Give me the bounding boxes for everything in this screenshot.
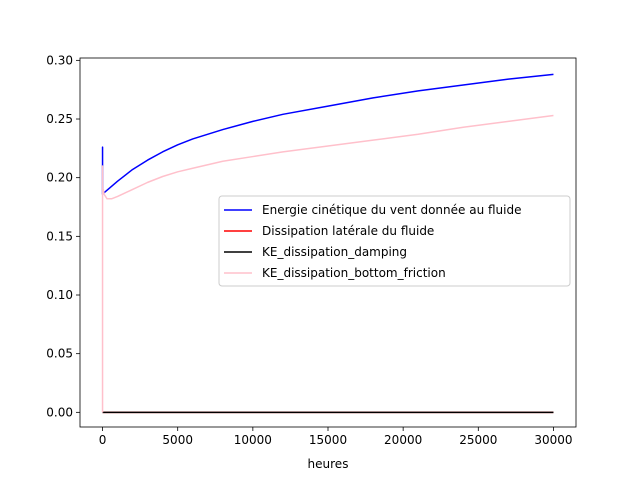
legend-label: Energie cinétique du vent donnée au flui… (262, 203, 522, 217)
x-tick-label: 30000 (534, 433, 572, 447)
x-axis-title: heures (308, 457, 349, 471)
legend-label: KE_dissipation_bottom_friction (262, 266, 446, 280)
x-tick-label: 20000 (384, 433, 422, 447)
x-tick-label: 5000 (162, 433, 193, 447)
y-tick-label: 0.30 (46, 53, 73, 67)
y-tick-label: 0.00 (46, 405, 73, 419)
x-tick-label: 15000 (309, 433, 347, 447)
y-tick-label: 0.15 (46, 229, 73, 243)
y-tick-label: 0.10 (46, 288, 73, 302)
series-layer (101, 73, 554, 414)
x-tick-label: 0 (99, 433, 107, 447)
x-tick-label: 10000 (234, 433, 272, 447)
y-tick-label: 0.25 (46, 112, 73, 126)
legend: Energie cinétique du vent donnée au flui… (218, 195, 571, 287)
series-line-1 (101, 73, 554, 195)
y-tick-label: 0.20 (46, 171, 73, 185)
legend-box (218, 195, 571, 287)
axes-layer: 0 5000 10000 15000 20000 25000 30000 0.00 0.05 0.… (46, 53, 577, 447)
legend-label: Dissipation latérale du fluide (262, 224, 434, 238)
series-line-4 (101, 114, 554, 413)
legend-label: KE_dissipation_damping (262, 245, 407, 259)
y-tick-label: 0.05 (46, 347, 73, 361)
x-tick-label: 25000 (459, 433, 497, 447)
